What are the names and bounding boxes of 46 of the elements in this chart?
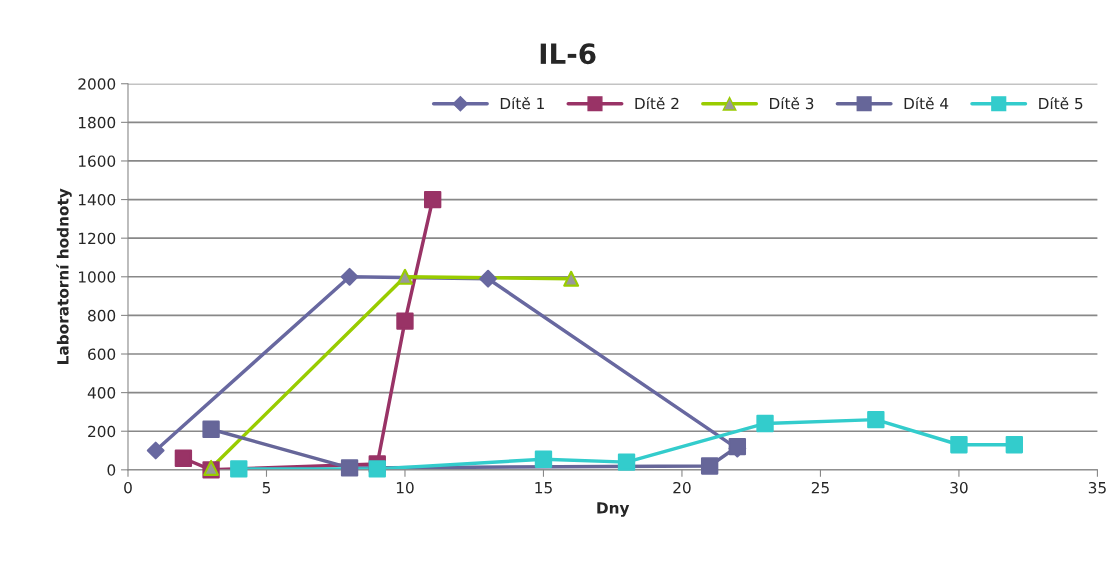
x-tick-label: 10 xyxy=(396,481,414,494)
y-tick-label: 1400 xyxy=(78,194,116,206)
y-tick-label: 600 xyxy=(88,348,116,361)
point xyxy=(1005,436,1023,454)
x-axis-title: Dny xyxy=(597,502,630,517)
x-tick-label: 35 xyxy=(1088,481,1106,494)
x-tick-label: 15 xyxy=(535,482,552,494)
point xyxy=(340,267,359,286)
point xyxy=(617,453,636,471)
legend-label: Dítě 4 xyxy=(904,96,949,110)
point xyxy=(230,460,248,478)
point xyxy=(867,410,885,429)
point xyxy=(479,269,497,288)
y-tick-label: 400 xyxy=(87,387,116,399)
x-tick-label: 0 xyxy=(124,481,132,494)
legend-label: Dítě 3 xyxy=(770,96,814,110)
y-tick-label: 1000 xyxy=(78,271,116,283)
y-tick-label: 1600 xyxy=(78,155,116,167)
x-tick-label: 5 xyxy=(262,482,271,494)
y-tick-label: 1200 xyxy=(78,232,116,245)
point xyxy=(950,436,968,454)
y-tick-label: 1800 xyxy=(78,116,116,129)
y-tick-label: 2000 xyxy=(78,78,116,90)
point xyxy=(202,420,220,438)
legend-label: Dítě 5 xyxy=(1039,96,1083,110)
x-tick-label: 25 xyxy=(811,481,829,494)
y-tick-label: 800 xyxy=(88,309,116,322)
x-tick-label: 30 xyxy=(950,481,968,494)
point xyxy=(700,457,719,475)
legend-label: Dítě 2 xyxy=(635,96,679,110)
y-tick-label: 0 xyxy=(107,464,116,476)
x-tick-label: 20 xyxy=(673,481,691,494)
point xyxy=(563,270,580,287)
y-axis-title: Laboratorní hodnoty xyxy=(56,188,72,364)
point xyxy=(340,459,359,477)
point xyxy=(396,268,413,285)
point xyxy=(146,441,165,460)
point xyxy=(174,449,193,467)
point xyxy=(396,312,414,330)
y-tick-label: 200 xyxy=(88,425,116,438)
point xyxy=(756,414,774,433)
chart-title: IL-6 xyxy=(540,43,596,65)
point xyxy=(423,190,442,209)
legend-label: Dítě 1 xyxy=(500,96,544,110)
point xyxy=(368,460,386,478)
point xyxy=(534,450,553,468)
